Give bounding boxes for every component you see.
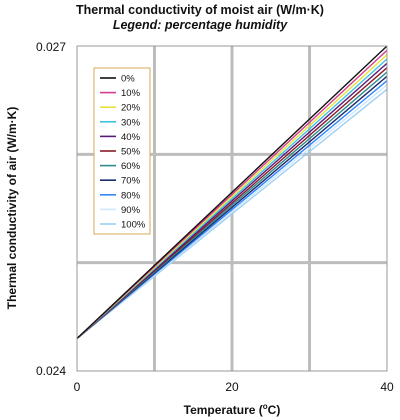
y-tick-top: 0.027 — [36, 40, 66, 54]
legend-label-10pct: 10% — [121, 88, 141, 99]
legend: 0% 10% 20% 30% 40% 50% 60% 70% 80% 90% 100% — [93, 67, 151, 235]
y-axis-title: Thermal conductivity of air (W/m·K) — [5, 107, 19, 310]
series-line-0pct — [76, 45, 388, 340]
series-lines — [76, 45, 388, 340]
legend-label-40pct: 40% — [121, 132, 141, 143]
y-tick-bottom: 0.024 — [36, 364, 66, 378]
x-axis-title-main: Temperature ( — [184, 403, 263, 417]
legend-label-20pct: 20% — [121, 103, 141, 114]
x-axis-title-sup: o — [263, 402, 268, 411]
x-axis-title-tail: C) — [268, 403, 281, 417]
x-tick-0: 0 — [74, 380, 81, 394]
grid — [77, 46, 387, 371]
legend-label-100pct: 100% — [121, 220, 146, 231]
chart-title: Thermal conductivity of moist air (W/m·K… — [76, 3, 324, 17]
plot-border — [76, 45, 388, 372]
legend-items: 0% 10% 20% 30% 40% 50% 60% 70% 80% 90% 100% — [100, 74, 146, 231]
x-tick-40: 40 — [380, 380, 394, 394]
legend-label-30pct: 30% — [121, 117, 141, 128]
legend-label-90pct: 90% — [121, 205, 141, 216]
legend-label-0pct: 0% — [121, 74, 135, 85]
legend-label-50pct: 50% — [121, 147, 141, 158]
legend-label-70pct: 70% — [121, 176, 141, 187]
legend-label-80pct: 80% — [121, 190, 141, 201]
x-axis-title: Temperature (oC) — [184, 402, 281, 417]
chart-subtitle: Legend: percentage humidity — [112, 18, 288, 32]
x-tick-20: 20 — [225, 380, 239, 394]
legend-label-60pct: 60% — [121, 161, 141, 172]
